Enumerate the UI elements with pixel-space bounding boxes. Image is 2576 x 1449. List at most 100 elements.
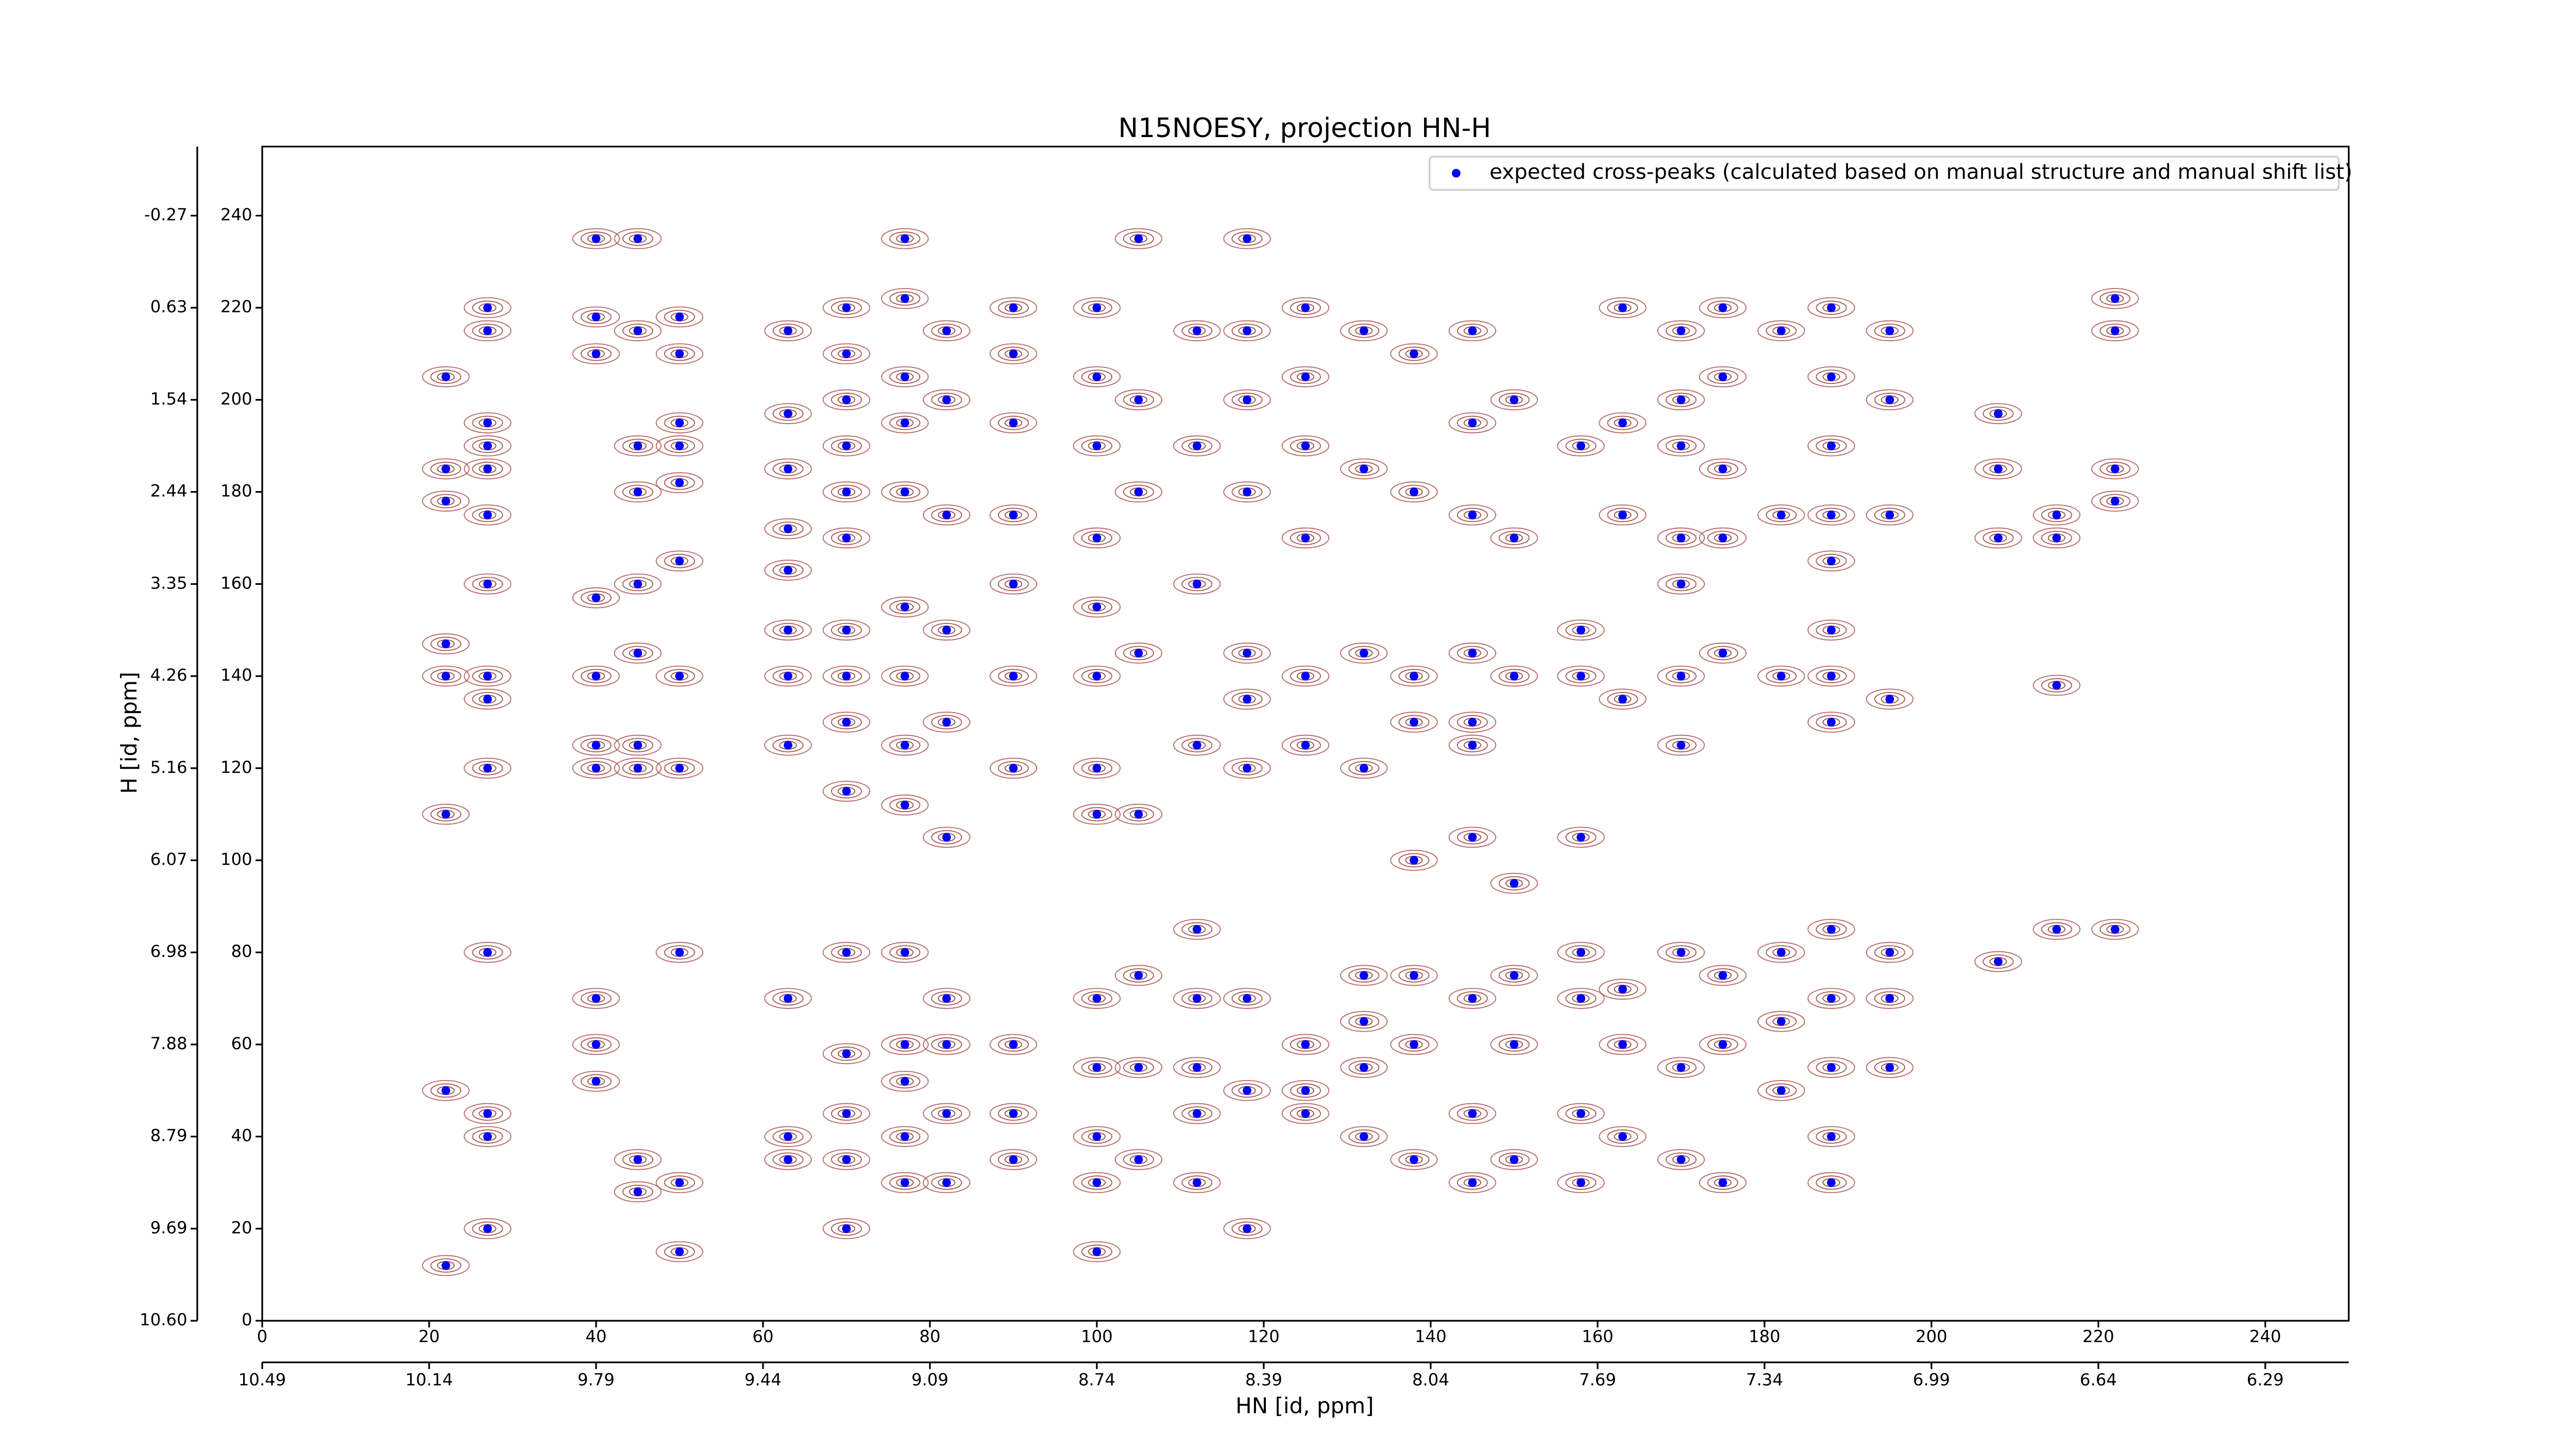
cross-peak (842, 1049, 851, 1058)
cross-peak (842, 1109, 851, 1118)
contour (422, 491, 470, 512)
contour (881, 941, 929, 963)
cross-peak (441, 372, 450, 381)
contour (1657, 320, 1705, 342)
contour (1456, 991, 1488, 1006)
contour (881, 1071, 929, 1092)
cross-peak (1092, 764, 1101, 773)
contour (655, 412, 704, 433)
cross-peak (900, 671, 909, 681)
cross-peak (1618, 510, 1627, 519)
cross-peak (2110, 925, 2120, 934)
contour (881, 1126, 929, 1148)
contour (822, 1218, 871, 1239)
contour (1181, 922, 1213, 937)
cross-peak (1092, 602, 1101, 612)
cross-peak (1827, 372, 1836, 381)
contour (430, 669, 462, 683)
contour (1081, 600, 1113, 614)
cross-peak (2052, 533, 2061, 543)
contour (1073, 988, 1121, 1009)
contour (1807, 435, 1855, 457)
contour (1448, 412, 1497, 433)
contour (1498, 669, 1530, 683)
contour (1114, 965, 1163, 986)
cross-peak (1359, 464, 1368, 474)
x-axis-label: HN [id, ppm] (1235, 1393, 1374, 1419)
x2-tick-label: 9.44 (744, 1370, 782, 1389)
contour (1231, 484, 1263, 499)
contour (1657, 1149, 1705, 1170)
x-tick-label: 40 (585, 1326, 606, 1346)
contour (2099, 323, 2131, 338)
legend-label: expected cross-peaks (calculated based o… (1489, 159, 2352, 184)
contour (889, 291, 921, 306)
contour (923, 504, 971, 526)
cross-peak (942, 510, 951, 519)
contour (1114, 803, 1163, 825)
contour (1565, 991, 1597, 1006)
contour (1665, 577, 1697, 592)
cross-peak (942, 626, 951, 635)
cross-peak (675, 557, 684, 566)
cross-peak (1994, 464, 2003, 474)
contour (1816, 369, 1847, 384)
cross-peak (591, 312, 601, 322)
contour (1974, 527, 2022, 549)
cross-peak (1243, 994, 1251, 1003)
cross-peak (633, 648, 642, 658)
cross-peak (1718, 372, 1727, 381)
contour (881, 596, 929, 618)
contour (1498, 393, 1530, 407)
contour (989, 297, 1038, 318)
cross-peak (1510, 971, 1519, 980)
contour (881, 734, 929, 756)
cross-peak (1359, 648, 1368, 658)
contour (931, 991, 962, 1006)
contour (1073, 1057, 1121, 1079)
contour (822, 781, 871, 802)
cross-peak (1009, 1109, 1018, 1118)
contour (889, 798, 921, 813)
contour (655, 1172, 704, 1193)
contour (580, 1037, 612, 1052)
contour (1807, 712, 1855, 733)
contour (1390, 481, 1438, 502)
contour (1456, 715, 1488, 730)
cross-peak (784, 566, 792, 575)
contour (1699, 965, 1747, 986)
y-tick-label: 140 (221, 665, 252, 685)
contour (1757, 504, 1805, 526)
contour (472, 577, 503, 592)
contour (831, 393, 862, 407)
cross-peak (1827, 1132, 1836, 1141)
contour (1699, 1172, 1747, 1193)
contour (1498, 531, 1530, 545)
contour (472, 692, 503, 706)
contour (822, 435, 871, 457)
cross-peak (675, 671, 684, 681)
contour (1599, 504, 1647, 526)
x2-tick-label: 8.39 (1245, 1370, 1282, 1389)
cross-peak (1776, 1086, 1786, 1095)
cross-peak (1410, 487, 1418, 497)
cross-peak (441, 1261, 450, 1270)
contour (1982, 406, 2014, 421)
cross-peak (842, 1224, 851, 1233)
contour (1181, 577, 1213, 592)
contour (831, 484, 862, 499)
points-layer (441, 234, 2120, 1270)
contour (1807, 1126, 1855, 1148)
contour (1807, 619, 1855, 641)
cross-peak (784, 994, 792, 1003)
cross-peak (483, 303, 492, 312)
contour (889, 415, 921, 430)
contour (1223, 988, 1271, 1009)
contour (1448, 1103, 1497, 1124)
contour (1665, 1152, 1697, 1167)
cross-peak (2052, 925, 2061, 934)
contour (889, 1129, 921, 1144)
x-tick-label: 0 (257, 1326, 268, 1346)
cross-peak (2052, 681, 2061, 690)
contour (889, 1175, 921, 1190)
